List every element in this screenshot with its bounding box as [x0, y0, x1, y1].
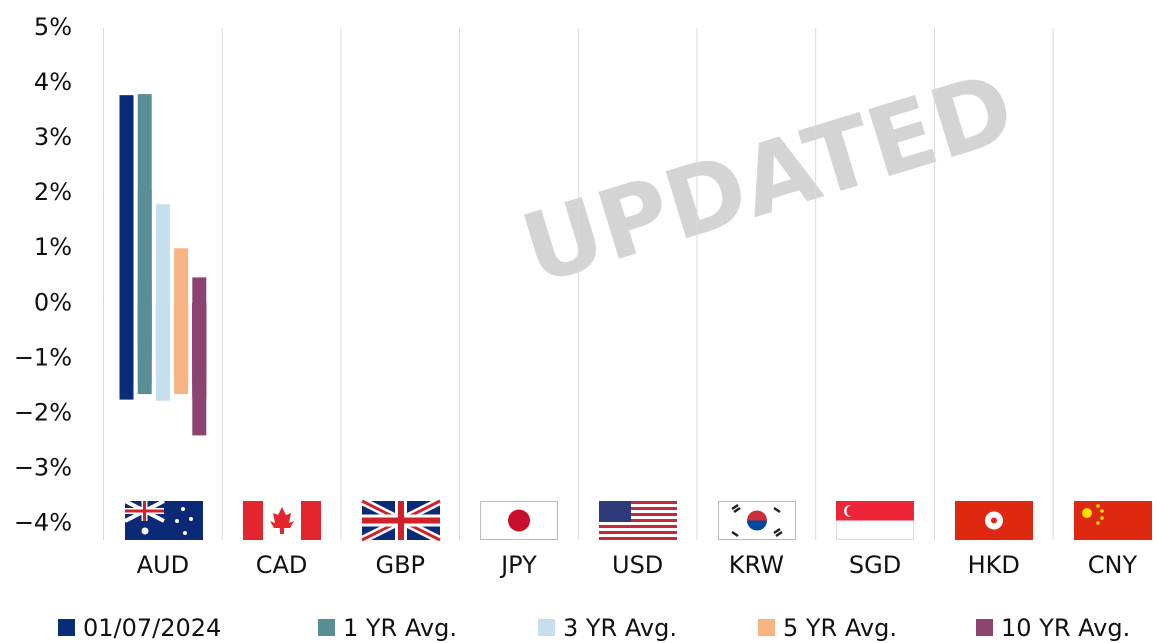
y-tick-label: −4% — [14, 508, 72, 536]
y-tick-label: 3% — [34, 123, 72, 151]
y-tick-label: 0% — [34, 288, 72, 316]
bar — [174, 303, 189, 383]
bar — [119, 171, 134, 304]
bar — [174, 248, 189, 304]
legend-label: 3 YR Avg. — [563, 614, 677, 642]
flag-cad — [243, 501, 321, 540]
bar — [137, 190, 152, 304]
flags — [124, 497, 1152, 544]
legend-swatch — [318, 619, 335, 636]
watermark: UPDATED — [510, 51, 1026, 306]
flag-sgd — [836, 501, 914, 540]
y-tick-label: −2% — [14, 398, 72, 426]
legend-label: 01/07/2024 — [83, 614, 221, 642]
y-tick-label: 2% — [34, 178, 72, 206]
flag-usd — [599, 501, 677, 540]
legend-label: 1 YR Avg. — [343, 614, 457, 642]
x-tick-label: GBP — [375, 551, 425, 579]
bar — [192, 303, 207, 436]
x-tick-label: HKD — [968, 551, 1020, 579]
y-tick-label: 4% — [34, 68, 72, 96]
bar — [137, 303, 152, 348]
y-tick-label: 5% — [34, 13, 72, 41]
y-tick-label: −1% — [14, 343, 72, 371]
flag-gbp — [360, 497, 442, 544]
x-tick-label: CNY — [1088, 551, 1138, 579]
legend-swatch — [58, 619, 75, 636]
bar — [155, 303, 170, 321]
legend-label: 5 YR Avg. — [783, 614, 897, 642]
x-tick-label: KRW — [729, 551, 784, 579]
x-tick-label: SGD — [849, 551, 901, 579]
x-tick-label: JPY — [499, 551, 537, 579]
flag-cny — [1074, 501, 1152, 540]
legend-swatch — [538, 619, 555, 636]
legend-swatch — [758, 619, 775, 636]
legend-label: 10 YR Avg. — [1001, 614, 1130, 642]
y-tick-label: −3% — [14, 453, 72, 481]
x-tick-label: AUD — [137, 551, 189, 579]
legend-swatch — [976, 619, 993, 636]
x-tick-label: USD — [612, 551, 663, 579]
bar — [192, 277, 207, 304]
x-tick-label: CAD — [256, 551, 308, 579]
flag-krw — [718, 501, 796, 540]
flag-jpy — [480, 501, 558, 540]
y-tick-label: 1% — [34, 233, 72, 261]
bar — [119, 303, 134, 345]
bar — [155, 204, 170, 304]
flag-aud — [124, 499, 203, 540]
flag-hkd — [955, 501, 1033, 540]
